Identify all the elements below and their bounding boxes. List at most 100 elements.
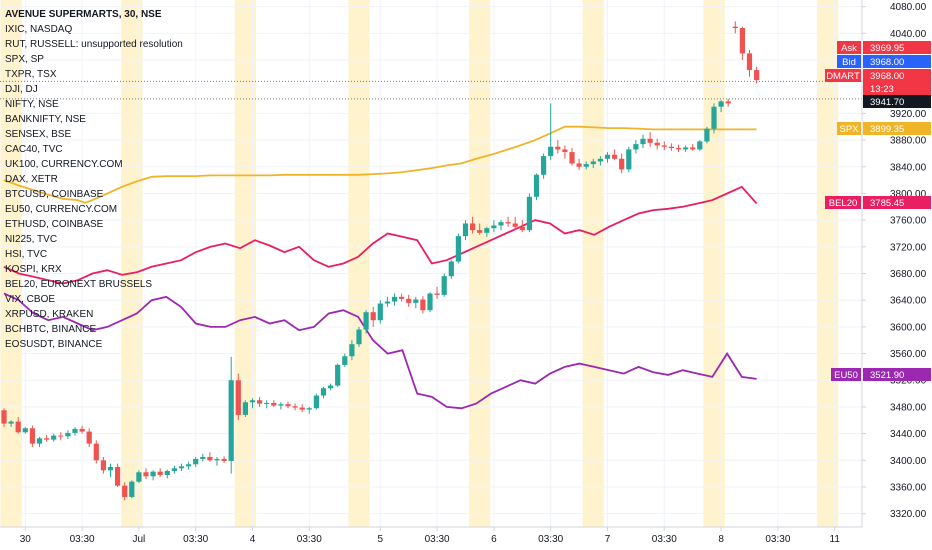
y-tick-label: 3680.00 — [890, 269, 927, 280]
legend-entry[interactable]: BANKNIFTY, NSE — [5, 114, 86, 125]
legend-entry[interactable]: VIX, CBOE — [5, 294, 55, 305]
legend-entry[interactable]: EOSUSDT, BINANCE — [5, 339, 103, 350]
legend-entry[interactable]: SENSEX, BSE — [5, 129, 71, 140]
badge-bg — [863, 122, 931, 135]
candle-body — [271, 402, 277, 406]
legend-entry[interactable]: ETHUSD, COINBASE — [5, 219, 104, 230]
candle — [58, 432, 64, 441]
legend-entry[interactable]: EU50, CURRENCY.COM — [5, 204, 117, 215]
candle-body — [441, 276, 447, 295]
y-tick-label: 3640.00 — [890, 296, 927, 307]
legend-entry[interactable]: XRPUSD, KRAKEN — [5, 309, 93, 320]
candle — [115, 463, 121, 487]
legend-entry[interactable]: UK100, CURRENCY.COM — [5, 159, 123, 170]
legend-entry[interactable]: NI225, TVC — [5, 234, 57, 245]
legend-entry[interactable]: DJI, DJ — [5, 84, 38, 95]
candle — [406, 294, 412, 307]
legend-entry[interactable]: HSI, TVC — [5, 249, 47, 260]
candle — [420, 296, 426, 314]
legend-entry[interactable]: BTCUSD, COINBASE — [5, 189, 104, 200]
badge-value: 3968.00 — [870, 71, 904, 82]
candle-body — [548, 146, 554, 157]
price-badge: SPX 3899.35 — [837, 122, 931, 135]
y-tick-label: 3720.00 — [890, 242, 927, 253]
candle — [65, 430, 71, 439]
candle — [171, 465, 177, 474]
badge-tag: BEL20 — [829, 198, 858, 209]
candle-body — [193, 458, 199, 465]
legend-entry[interactable]: NIFTY, NSE — [5, 99, 59, 110]
candle-body — [675, 148, 682, 150]
candle — [235, 373, 241, 421]
session-band — [469, 0, 491, 527]
candle-body — [754, 70, 760, 81]
candle-body — [115, 466, 121, 486]
candle — [228, 356, 234, 474]
candle-body — [100, 460, 106, 471]
price-badge: DMART 3968.00 — [825, 69, 931, 82]
candle-body — [413, 299, 419, 303]
candle — [157, 468, 163, 477]
candle — [541, 153, 547, 179]
candle — [654, 138, 660, 150]
badge-bg — [863, 368, 931, 381]
badge-tag: SPX — [839, 124, 859, 135]
candle-body — [257, 400, 263, 404]
candle-body — [107, 466, 114, 471]
series-line-2 — [3, 292, 757, 410]
badge-tag: Ask — [841, 43, 857, 54]
candle — [200, 453, 206, 462]
candle — [640, 134, 646, 149]
candle — [754, 66, 760, 84]
candle-body — [477, 230, 483, 233]
legend-entry[interactable]: BEL20, EURONEXT BRUSSELS — [5, 279, 152, 290]
legend-entry[interactable]: SPX, SP — [5, 54, 44, 65]
candle-body — [349, 344, 355, 357]
candle-body — [690, 147, 696, 150]
candle — [377, 300, 383, 324]
badge-tag-bg — [825, 196, 861, 209]
candle-body — [541, 156, 547, 175]
legend-entry[interactable]: TXPR, TSX — [5, 69, 57, 80]
candle-body — [406, 298, 412, 303]
candle-body — [235, 380, 241, 415]
y-tick-label: 3320.00 — [890, 509, 927, 520]
candle-body — [22, 428, 28, 433]
candle — [434, 286, 440, 299]
badge-tag-bg — [837, 55, 861, 68]
candle-body — [306, 408, 312, 410]
candle-body — [65, 432, 71, 437]
candle-body — [704, 128, 710, 142]
candle — [477, 223, 483, 235]
x-tick-label: 03:30 — [538, 534, 563, 545]
candle — [299, 404, 305, 413]
candle — [484, 226, 490, 237]
legend-entry[interactable]: BCHBTC, BINANCE — [5, 324, 96, 335]
candle — [221, 456, 227, 463]
candle-body — [697, 141, 703, 150]
candle — [79, 425, 85, 434]
candle-body — [448, 261, 454, 277]
candle-body — [356, 329, 362, 345]
y-tick-label: 3800.00 — [890, 189, 927, 200]
legend-entry[interactable]: CAC40, TVC — [5, 144, 63, 155]
candle — [526, 193, 532, 233]
candle — [8, 420, 14, 427]
legend-entry[interactable]: IXIC, NASDAQ — [5, 24, 72, 35]
legend-entry[interactable]: KOSPI, KRX — [5, 264, 62, 275]
price-badge: Ask 3969.95 — [837, 41, 931, 54]
candle — [384, 296, 390, 307]
price-badge: EU50 3521.90 — [831, 368, 931, 381]
candle-body — [93, 443, 99, 461]
session-band — [348, 0, 370, 527]
legend-entry[interactable]: DAX, XETR — [5, 174, 58, 185]
x-tick-label: Jul — [133, 534, 146, 545]
chart-title[interactable]: AVENUE SUPERMARTS, 30, NSE — [5, 9, 162, 20]
candle-body — [391, 296, 398, 302]
session-band — [816, 0, 839, 527]
candle — [675, 144, 682, 153]
legend-entry[interactable]: RUT, RUSSELL: unsupported resolution — [5, 39, 183, 50]
candle — [732, 21, 738, 34]
candle — [178, 463, 185, 471]
